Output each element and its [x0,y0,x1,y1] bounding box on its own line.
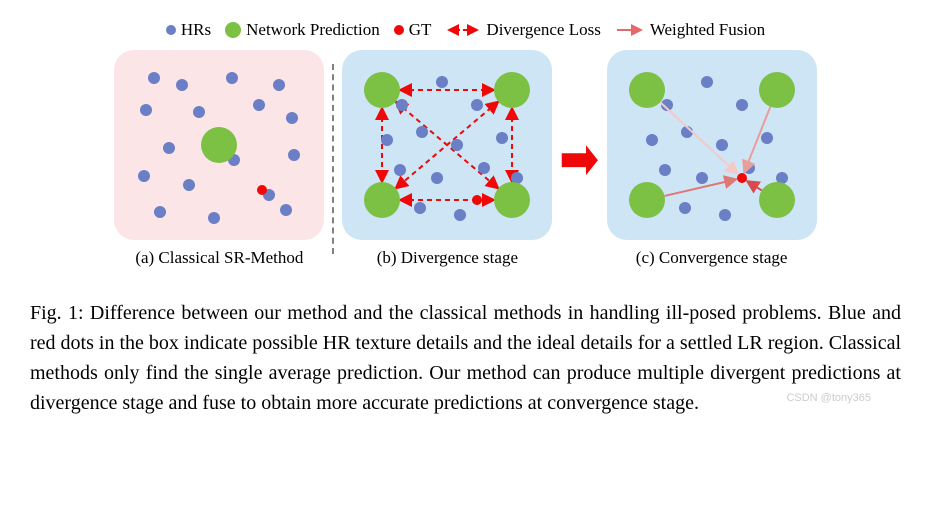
figure-caption: Fig. 1: Difference between our method an… [30,298,901,418]
figure-number: Fig. 1: [30,302,84,324]
big-right-arrow-icon: ➡ [559,129,599,189]
panel-label-a: (a) Classical SR-Method [135,248,303,268]
legend-label: Divergence Loss [486,20,600,40]
figure-caption-text: Difference between our method and the cl… [30,302,901,414]
panel-label-c: (c) Convergence stage [636,248,788,268]
legend-item-pred: Network Prediction [225,20,380,40]
panel-classical-sr [114,50,324,240]
figure-legend: HRs Network Prediction GT Divergence Los… [30,20,901,40]
legend-item-hrs: HRs [166,20,211,40]
legend-item-fusion: Weighted Fusion [615,20,765,40]
legend-item-gt: GT [394,20,432,40]
panel-label-b: (b) Divergence stage [377,248,518,268]
watermark: CSDN @tony365 [786,392,871,404]
legend-label: Network Prediction [246,20,380,40]
hrs-dot-icon [166,25,176,35]
dashed-arrow-icon [445,23,481,37]
panel-divergence-stage [342,50,552,240]
panel-convergence-stage [607,50,817,240]
legend-label: HRs [181,20,211,40]
solid-arrow-icon [615,23,645,37]
legend-label: Weighted Fusion [650,20,765,40]
figure-panels: (a) Classical SR-Method (b) Divergence s… [30,50,901,268]
legend-label: GT [409,20,432,40]
legend-item-divloss: Divergence Loss [445,20,600,40]
prediction-dot-icon [225,22,241,38]
separator-dashed-line [332,64,334,254]
gt-dot-icon [394,25,404,35]
